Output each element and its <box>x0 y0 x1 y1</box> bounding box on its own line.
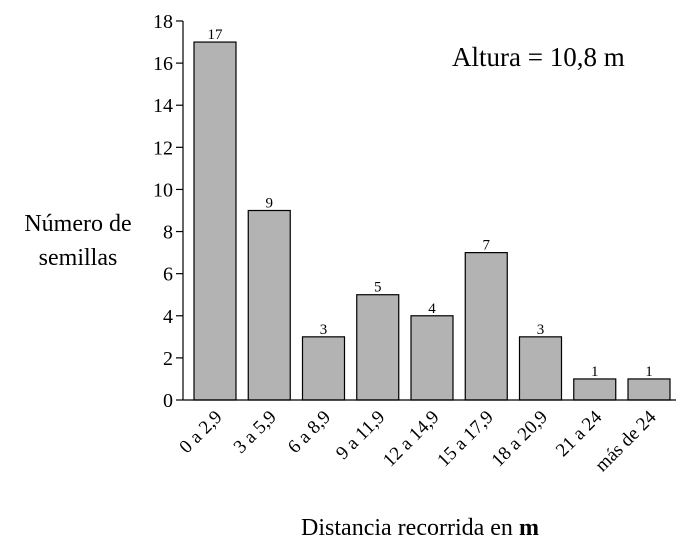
height-annotation: Altura = 10,8 m <box>452 42 625 72</box>
y-tick-label: 18 <box>153 11 173 33</box>
x-axis-title-unit: m <box>519 515 539 541</box>
x-tick-label: 15 a 17,9 <box>433 407 497 471</box>
x-tick-labels-group: 0 a 2,9 3 a 5,9 6 a 8,99 a 11,912 a 14,915… <box>175 406 660 476</box>
y-tick-label: 2 <box>163 348 173 370</box>
bar-value-label: 9 <box>266 196 274 212</box>
y-tick-label: 0 <box>163 390 173 412</box>
bar-value-label: 4 <box>428 301 436 317</box>
bar <box>301 336 346 401</box>
x-tick-label: más de 24 <box>591 406 661 476</box>
bar <box>410 315 454 401</box>
y-axis-title-line1: Número de <box>24 211 131 237</box>
y-tick-label: 6 <box>163 264 173 286</box>
bar-value-label: 3 <box>320 322 328 338</box>
y-tick-label: 8 <box>163 222 173 244</box>
x-axis-title-text: Distancia recorrida en <box>301 515 519 541</box>
bar <box>247 209 291 401</box>
bar <box>356 294 400 401</box>
y-tick-label: 14 <box>153 95 173 117</box>
x-tick-label: 6 a 8,9 <box>284 407 335 458</box>
y-tick-label: 16 <box>153 53 173 75</box>
bar-value-label: 1 <box>645 364 653 380</box>
y-axis-title-line2: semillas <box>39 245 118 271</box>
bar <box>518 336 563 401</box>
y-tick-label: 12 <box>153 137 173 159</box>
bar-value-label: 7 <box>483 238 491 254</box>
x-tick-label: 18 a 20,9 <box>488 407 552 471</box>
bar-value-label: 5 <box>374 280 382 296</box>
y-tick-label: 4 <box>163 306 173 328</box>
bar <box>464 252 508 401</box>
x-tick-label: 12 a 14,9 <box>379 407 443 471</box>
value-labels-group: 17 9 3 5 4 7 3 1 1 <box>208 27 653 380</box>
bar-value-label: 1 <box>591 364 599 380</box>
x-tick-label: 0 a 2,9 <box>175 407 226 458</box>
x-tick-label: 3 a 5,9 <box>230 407 281 458</box>
bar-value-label: 3 <box>537 322 545 338</box>
bar <box>573 378 617 401</box>
bar <box>627 378 671 401</box>
y-ticks-group: 0 2 4 6 8 10 12 14 16 18 <box>153 11 183 412</box>
x-axis-title: Distancia recorrida en m <box>301 515 539 541</box>
bars-group <box>193 41 671 401</box>
bar-value-label: 17 <box>208 27 224 43</box>
y-tick-label: 10 <box>153 179 173 201</box>
bar <box>193 41 237 401</box>
